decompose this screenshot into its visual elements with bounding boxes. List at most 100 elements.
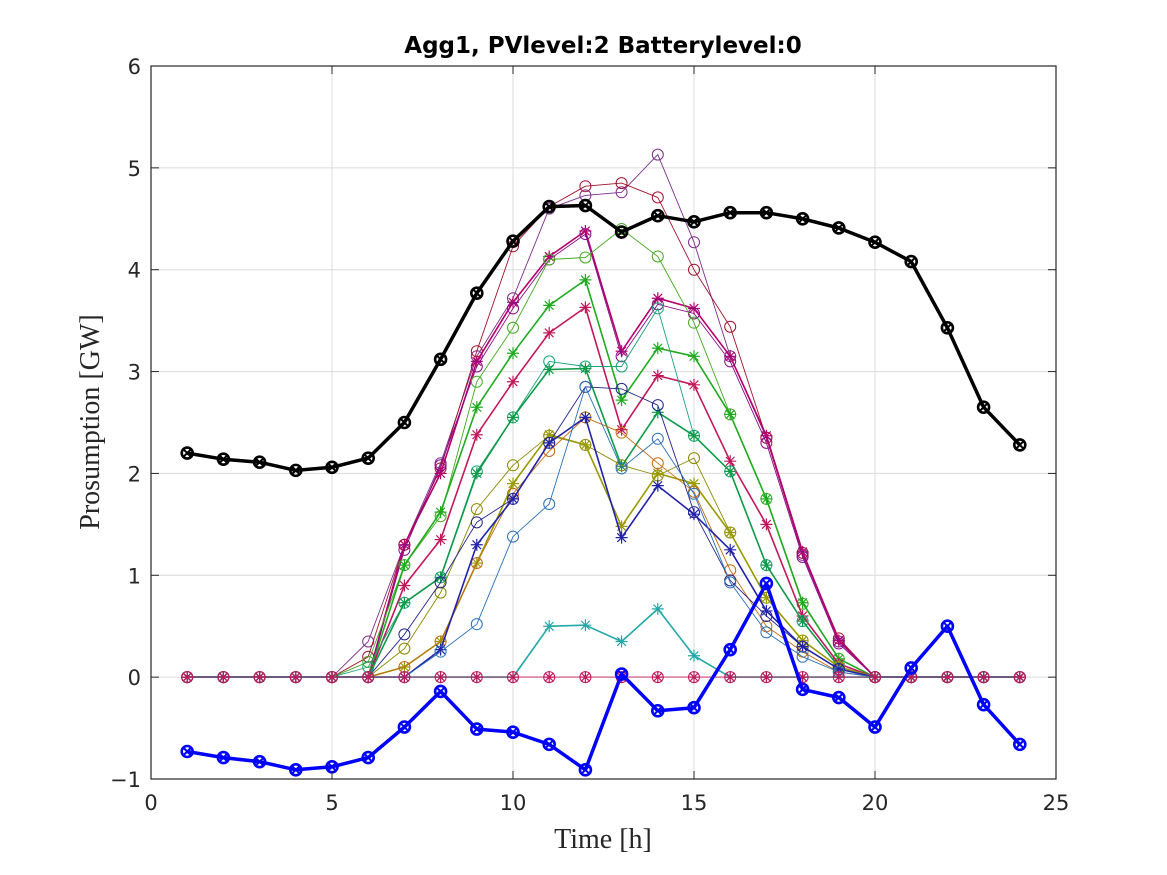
data-point [651, 148, 664, 161]
y-tick-label: 4 [128, 259, 141, 283]
data-point [615, 426, 628, 439]
data-point [578, 763, 593, 777]
data-point [759, 205, 774, 220]
data-point [651, 250, 664, 263]
data-point [796, 596, 809, 609]
data-point [687, 215, 701, 229]
data-point [543, 620, 556, 633]
data-point [470, 618, 483, 631]
series-0 [180, 198, 1027, 478]
data-point [397, 415, 412, 430]
data-point [832, 662, 845, 675]
data-point [289, 671, 302, 684]
chart-title: Agg1, PVlevel:2 Batterylevel:0 [404, 33, 801, 59]
y-tick-label: −1 [110, 768, 141, 792]
data-point [615, 394, 628, 407]
data-point [760, 429, 773, 442]
data-point [434, 643, 447, 656]
data-point [470, 503, 483, 516]
x-axis-label: Time [h] [554, 824, 652, 855]
data-point [615, 460, 628, 473]
data-point [651, 432, 664, 445]
data-point [940, 320, 955, 335]
data-point [216, 452, 231, 466]
data-point [288, 763, 303, 777]
data-point [578, 198, 593, 213]
data-point [398, 543, 411, 556]
data-point [976, 400, 991, 415]
data-point [760, 518, 773, 531]
data-point [832, 671, 845, 684]
x-tick-label: 0 [144, 791, 157, 815]
data-point [470, 671, 483, 684]
data-point [434, 533, 447, 546]
data-point [796, 634, 809, 647]
data-point [688, 487, 700, 500]
data-point [542, 199, 557, 214]
data-point [543, 671, 556, 684]
data-point [650, 208, 665, 223]
data-point [760, 604, 773, 617]
y-tick-label: 1 [128, 564, 141, 588]
data-point [724, 455, 737, 468]
data-point [832, 637, 845, 650]
data-point [434, 459, 447, 472]
data-point [579, 362, 592, 375]
data-point [831, 221, 846, 235]
data-point [433, 352, 448, 367]
data-point [543, 299, 556, 312]
data-point [469, 286, 484, 300]
y-tick-label: 2 [128, 462, 141, 486]
data-point [868, 235, 882, 250]
data-point [869, 671, 881, 684]
data-point [941, 671, 954, 684]
data-point [651, 602, 664, 615]
data-point [724, 320, 737, 333]
data-point [615, 423, 628, 436]
data-point [977, 671, 990, 684]
data-point [433, 684, 448, 699]
data-point [651, 342, 664, 355]
y-tick-label: 5 [128, 157, 141, 181]
data-point [325, 460, 339, 475]
data-point [542, 737, 557, 752]
data-point [543, 497, 556, 510]
data-point [180, 744, 194, 759]
data-point [615, 459, 628, 472]
data-point [688, 378, 700, 391]
data-point [723, 642, 738, 657]
data-point [362, 671, 375, 684]
data-point [507, 477, 519, 490]
data-point [180, 446, 194, 460]
data-point [724, 576, 737, 589]
y-tick-label: 3 [128, 361, 141, 385]
data-point [434, 645, 447, 658]
data-point [868, 720, 882, 734]
data-point [688, 649, 700, 662]
data-point [760, 559, 773, 572]
data-point [831, 690, 846, 705]
x-tick-label: 10 [500, 791, 527, 815]
data-point [506, 725, 520, 739]
data-point [724, 355, 737, 368]
data-point [651, 406, 664, 419]
data-point [507, 411, 519, 424]
data-point [398, 671, 411, 684]
data-point [688, 316, 700, 329]
data-point [507, 530, 519, 543]
y-tick-label: 0 [128, 666, 141, 690]
plot-area [151, 66, 1056, 779]
data-point [579, 251, 592, 264]
data-point [579, 180, 592, 193]
data-point [796, 615, 809, 628]
x-tick-label: 25 [1043, 791, 1070, 815]
data-point [688, 429, 700, 442]
data-point [615, 350, 628, 363]
data-point [1012, 737, 1027, 752]
data-point [361, 451, 376, 465]
data-point [543, 326, 556, 339]
data-point [651, 191, 664, 204]
data-point [724, 543, 737, 556]
data-point [470, 428, 483, 441]
data-point [724, 465, 737, 478]
